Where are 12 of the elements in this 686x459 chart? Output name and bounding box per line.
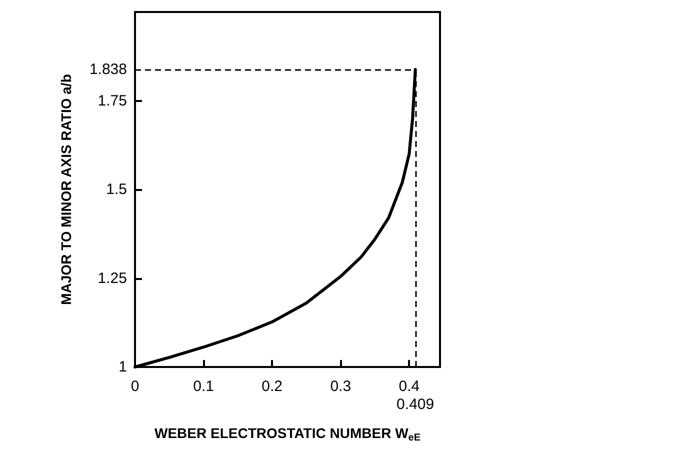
x-tick-label: 0.3 [330, 378, 352, 395]
y-tick-label: 1 [118, 358, 127, 376]
x-tick-label: 0.1 [193, 378, 214, 395]
y-tick-label: 1.5 [106, 181, 127, 198]
x-tick-label: 0 [130, 378, 140, 395]
x-tick-label: 0.2 [262, 378, 283, 395]
y-tick-label: 1.75 [98, 92, 127, 110]
y-axis-title: MAJOR TO MINOR AXIS RATIO a/b [58, 74, 74, 305]
x-tick-label: 0.4 [398, 378, 420, 395]
ref-line-label: 1.838 [89, 61, 127, 78]
y-tick-label: 1.25 [98, 270, 127, 287]
ref-line-label: 0.409 [396, 396, 434, 413]
